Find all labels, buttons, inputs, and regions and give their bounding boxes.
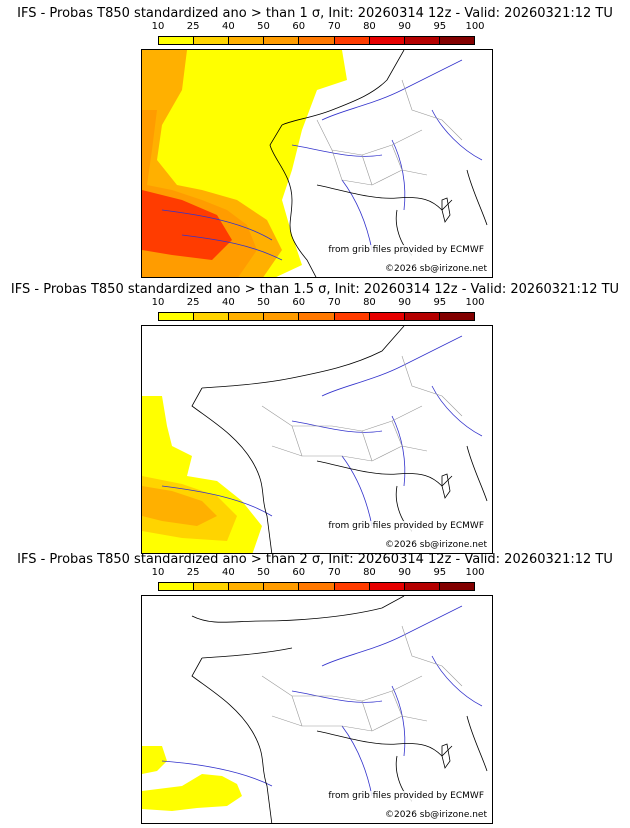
legend-tick: 70 bbox=[327, 21, 341, 32]
legend-color-swatch bbox=[264, 313, 300, 320]
legend-tick: 25 bbox=[186, 567, 200, 578]
legend-color-swatch bbox=[299, 37, 335, 44]
legend-color-swatch bbox=[334, 313, 370, 320]
legend-color-swatch bbox=[229, 37, 265, 44]
legend-color-swatch bbox=[264, 583, 300, 590]
corsica-island bbox=[441, 197, 451, 223]
legend-color-swatch bbox=[404, 313, 440, 320]
copyright-credit: ©2026 sb@irizone.net bbox=[383, 540, 489, 550]
legend-color-swatch bbox=[264, 37, 300, 44]
legend-color-swatch bbox=[404, 37, 440, 44]
legend-tick: 10 bbox=[151, 567, 165, 578]
map-area: from grib files provided by ECMWF ©2026 … bbox=[141, 595, 493, 824]
legend-color-swatch bbox=[369, 313, 405, 320]
map-area: from grib files provided by ECMWF ©2026 … bbox=[141, 49, 493, 278]
legend-color-swatch bbox=[439, 313, 474, 320]
legend-tick-labels: 10 25 40 50 60 70 80 90 95 100 bbox=[152, 567, 485, 580]
legend-tick: 40 bbox=[221, 297, 235, 308]
legend-color-swatch bbox=[439, 37, 474, 44]
legend-tick: 80 bbox=[363, 21, 376, 32]
source-credit: from grib files provided by ECMWF bbox=[326, 791, 486, 801]
legend-color-swatch bbox=[194, 583, 230, 590]
legend-tick: 60 bbox=[292, 297, 306, 308]
legend-color-swatch bbox=[159, 37, 195, 44]
legend-tick: 95 bbox=[433, 297, 447, 308]
copyright-credit: ©2026 sb@irizone.net bbox=[383, 810, 489, 820]
legend-tick-labels: 10 25 40 50 60 70 80 90 95 100 bbox=[152, 21, 485, 34]
admin-borders bbox=[261, 625, 463, 732]
prob-shading-low bbox=[142, 774, 242, 811]
legend-tick: 100 bbox=[465, 297, 485, 308]
legend-color-swatch bbox=[404, 583, 440, 590]
legend-tick: 50 bbox=[257, 21, 270, 32]
legend-tick: 90 bbox=[398, 567, 411, 578]
rivers bbox=[161, 335, 483, 527]
map-graphic bbox=[142, 50, 488, 277]
legend-tick-labels: 10 25 40 50 60 70 80 90 95 100 bbox=[152, 297, 485, 310]
legend-color-swatch bbox=[299, 313, 335, 320]
coastlines bbox=[269, 50, 488, 277]
legend-tick: 95 bbox=[433, 567, 447, 578]
legend-tick: 50 bbox=[257, 297, 270, 308]
source-credit: from grib files provided by ECMWF bbox=[326, 521, 486, 531]
legend-color-swatch bbox=[229, 313, 265, 320]
legend-color-swatch bbox=[369, 583, 405, 590]
legend-color-swatch bbox=[159, 313, 195, 320]
corsica-island bbox=[441, 473, 451, 499]
legend-tick: 70 bbox=[327, 297, 341, 308]
source-credit: from grib files provided by ECMWF bbox=[326, 245, 486, 255]
legend-colorbar bbox=[158, 312, 475, 321]
legend-tick: 70 bbox=[327, 567, 341, 578]
legend-color-swatch bbox=[194, 313, 230, 320]
legend-tick: 50 bbox=[257, 567, 270, 578]
legend-color-swatch bbox=[229, 583, 265, 590]
map-graphic bbox=[142, 596, 488, 823]
map-panel-2: IFS - Probas T850 standardized ano > tha… bbox=[0, 276, 630, 554]
panel-title: IFS - Probas T850 standardized ano > tha… bbox=[17, 6, 613, 21]
legend-tick: 100 bbox=[465, 21, 485, 32]
legend-colorbar bbox=[158, 36, 475, 45]
legend-tick: 40 bbox=[221, 21, 235, 32]
corsica-island bbox=[441, 743, 451, 769]
legend-tick: 80 bbox=[363, 567, 376, 578]
legend-tick: 40 bbox=[221, 567, 235, 578]
legend-color-swatch bbox=[299, 583, 335, 590]
map-area: from grib files provided by ECMWF ©2026 … bbox=[141, 325, 493, 554]
legend-tick: 90 bbox=[398, 21, 411, 32]
legend-colorbar bbox=[158, 582, 475, 591]
prob-shading-high bbox=[142, 486, 217, 526]
legend-color-swatch bbox=[439, 583, 474, 590]
legend-tick: 25 bbox=[186, 21, 200, 32]
legend-tick: 25 bbox=[186, 297, 200, 308]
legend-tick: 10 bbox=[151, 297, 165, 308]
legend-tick: 95 bbox=[433, 21, 447, 32]
map-panel-1: IFS - Probas T850 standardized ano > tha… bbox=[0, 0, 630, 278]
legend-color-swatch bbox=[369, 37, 405, 44]
admin-borders bbox=[316, 79, 463, 186]
panel-title: IFS - Probas T850 standardized ano > tha… bbox=[17, 552, 613, 567]
legend-tick: 100 bbox=[465, 567, 485, 578]
legend-tick: 10 bbox=[151, 21, 165, 32]
legend-color-swatch bbox=[194, 37, 230, 44]
legend-color-swatch bbox=[334, 37, 370, 44]
legend-tick: 60 bbox=[292, 21, 306, 32]
prob-shading-max bbox=[142, 190, 232, 260]
legend-color-swatch bbox=[159, 583, 195, 590]
admin-borders bbox=[261, 355, 463, 462]
rivers bbox=[161, 605, 483, 797]
panel-title: IFS - Probas T850 standardized ano > tha… bbox=[10, 282, 620, 297]
rivers bbox=[161, 59, 483, 261]
prob-shading-low bbox=[142, 746, 167, 774]
copyright-credit: ©2026 sb@irizone.net bbox=[383, 264, 489, 274]
map-panel-3: IFS - Probas T850 standardized ano > tha… bbox=[0, 546, 630, 824]
legend-tick: 80 bbox=[363, 297, 376, 308]
legend-tick: 90 bbox=[398, 297, 411, 308]
legend-tick: 60 bbox=[292, 567, 306, 578]
map-graphic bbox=[142, 326, 488, 553]
coastlines bbox=[191, 326, 488, 553]
legend-color-swatch bbox=[334, 583, 370, 590]
